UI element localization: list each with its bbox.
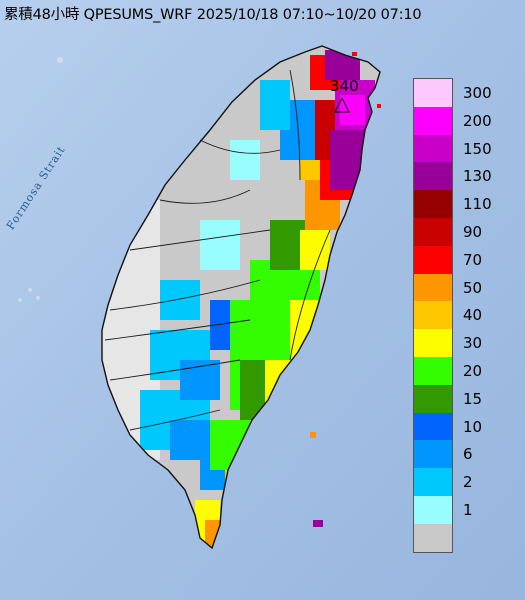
- legend-label: 150: [463, 139, 492, 158]
- legend-swatch: [414, 190, 452, 218]
- legend-swatch: [414, 523, 452, 552]
- legend-swatch: [414, 273, 452, 302]
- legend-label: 20: [463, 361, 483, 380]
- turtle-island: [377, 104, 381, 108]
- legend-label: 1: [463, 500, 473, 519]
- legend-swatch: [414, 384, 452, 413]
- legend-colorbar: [413, 78, 453, 553]
- legend-swatch: [414, 162, 452, 191]
- rainfall-field: [102, 50, 375, 548]
- legend-label: 110: [463, 195, 492, 214]
- legend-swatch: [414, 245, 452, 274]
- legend-swatch: [414, 106, 452, 135]
- green-island: [310, 432, 316, 438]
- legend-swatch: [414, 495, 452, 524]
- legend-swatch: [414, 356, 452, 385]
- max-rainfall-value: 340: [330, 77, 359, 95]
- legend-label: 2: [463, 473, 473, 492]
- legend-label: 300: [463, 83, 492, 102]
- legend-swatch: [414, 79, 452, 107]
- legend-swatch: [414, 440, 452, 469]
- legend-label: 50: [463, 278, 483, 297]
- legend-swatch: [414, 134, 452, 163]
- north-islet: [352, 52, 357, 56]
- max-marker-icon: [334, 96, 350, 113]
- legend-label: 70: [463, 250, 483, 269]
- legend-label: 200: [463, 111, 492, 130]
- legend-label: 30: [463, 334, 483, 353]
- legend-label: 130: [463, 167, 492, 186]
- map-title: 累積48小時 QPESUMS_WRF 2025/10/18 07:10~10/2…: [4, 7, 422, 23]
- legend-label: 10: [463, 417, 483, 436]
- orchid-island: [313, 520, 323, 527]
- legend-label: 40: [463, 306, 483, 325]
- legend-label: 90: [463, 222, 483, 241]
- legend-label: 15: [463, 389, 483, 408]
- legend-label: 6: [463, 445, 473, 464]
- bathymetry-texture: [18, 57, 63, 302]
- boundary-lines: [104, 69, 331, 431]
- legend-swatch: [414, 329, 452, 357]
- legend-swatch: [414, 217, 452, 246]
- legend-swatch: [414, 301, 452, 330]
- legend-swatch: [414, 468, 452, 496]
- legend-swatch: [414, 412, 452, 441]
